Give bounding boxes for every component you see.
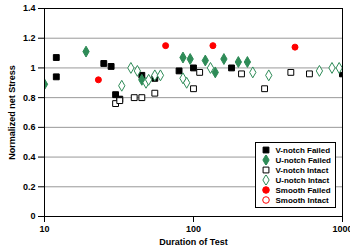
- html-text:U-notch Failed: U-notch Failed: [275, 155, 331, 165]
- svg-text:0: 0: [30, 211, 35, 221]
- svg-text:0.4: 0.4: [23, 152, 36, 162]
- html-text:U-notch Intact: U-notch Intact: [275, 175, 330, 185]
- html-text:Smooth Failed: Smooth Failed: [275, 185, 331, 195]
- html-text:V-notch Failed: V-notch Failed: [275, 145, 331, 155]
- html-text:V-notch Intact: V-notch Intact: [275, 165, 329, 175]
- svg-text:1000: 1000: [332, 224, 350, 234]
- svg-text:Duration of Test: Duration of Test: [159, 237, 227, 247]
- svg-text:1: 1: [30, 63, 35, 73]
- svg-text:1.2: 1.2: [23, 33, 36, 43]
- svg-text:0.6: 0.6: [23, 122, 36, 132]
- svg-text:0.8: 0.8: [23, 93, 36, 103]
- svg-text:0.2: 0.2: [23, 182, 36, 192]
- svg-text:100: 100: [186, 224, 201, 234]
- svg-text:10: 10: [39, 224, 49, 234]
- svg-text:1.4: 1.4: [23, 3, 36, 13]
- svg-text:Normalized net Stress: Normalized net Stress: [7, 65, 17, 160]
- html-text:Smooth Intact: Smooth Intact: [275, 195, 329, 205]
